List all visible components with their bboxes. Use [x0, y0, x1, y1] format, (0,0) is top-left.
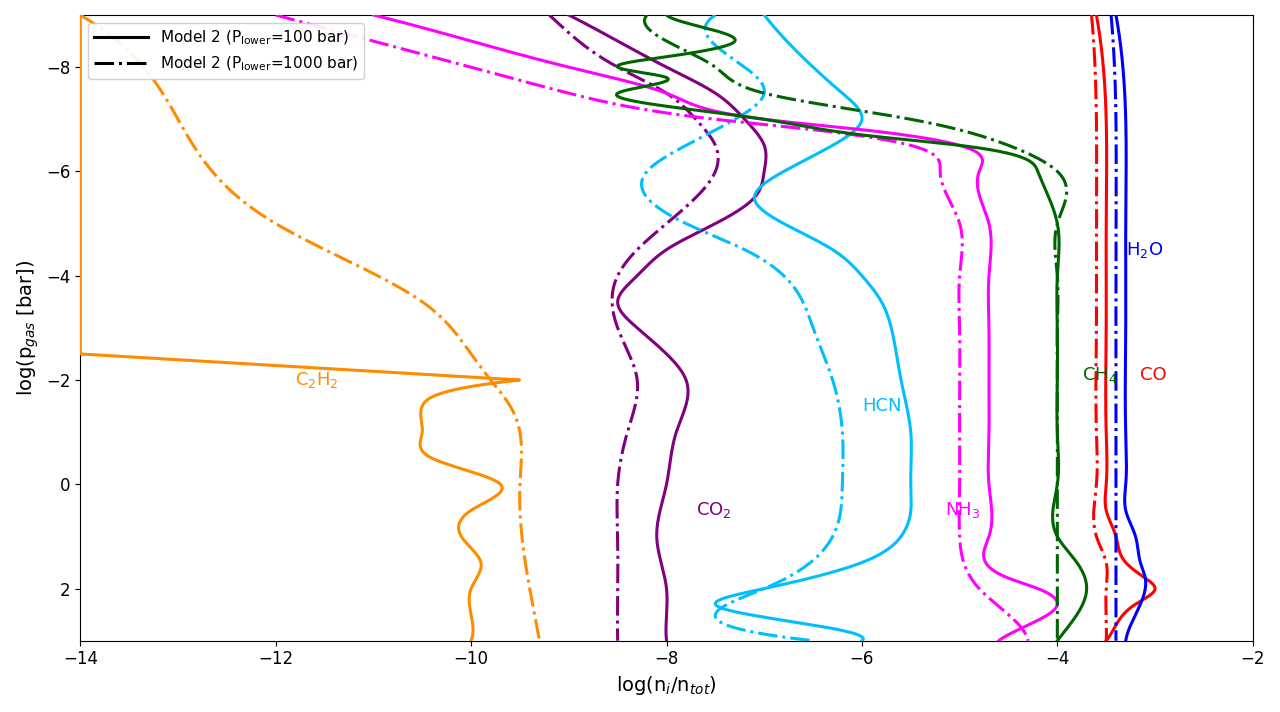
Text: CO$_2$: CO$_2$: [696, 501, 731, 520]
Text: HCN: HCN: [861, 397, 901, 415]
Text: CH$_4$: CH$_4$: [1082, 365, 1117, 384]
X-axis label: log(n$_i$/n$_{tot}$): log(n$_i$/n$_{tot}$): [616, 674, 717, 697]
Legend: Model 2 (P$_\mathrm{lower}$=100 bar), Model 2 (P$_\mathrm{lower}$=1000 bar): Model 2 (P$_\mathrm{lower}$=100 bar), Mo…: [88, 23, 365, 79]
Y-axis label: log(p$_{gas}$ [bar]): log(p$_{gas}$ [bar]): [15, 260, 41, 396]
Text: NH$_3$: NH$_3$: [945, 501, 980, 520]
Text: C$_2$H$_2$: C$_2$H$_2$: [296, 370, 339, 390]
Text: CO: CO: [1140, 366, 1167, 384]
Text: H$_2$O: H$_2$O: [1125, 240, 1164, 260]
